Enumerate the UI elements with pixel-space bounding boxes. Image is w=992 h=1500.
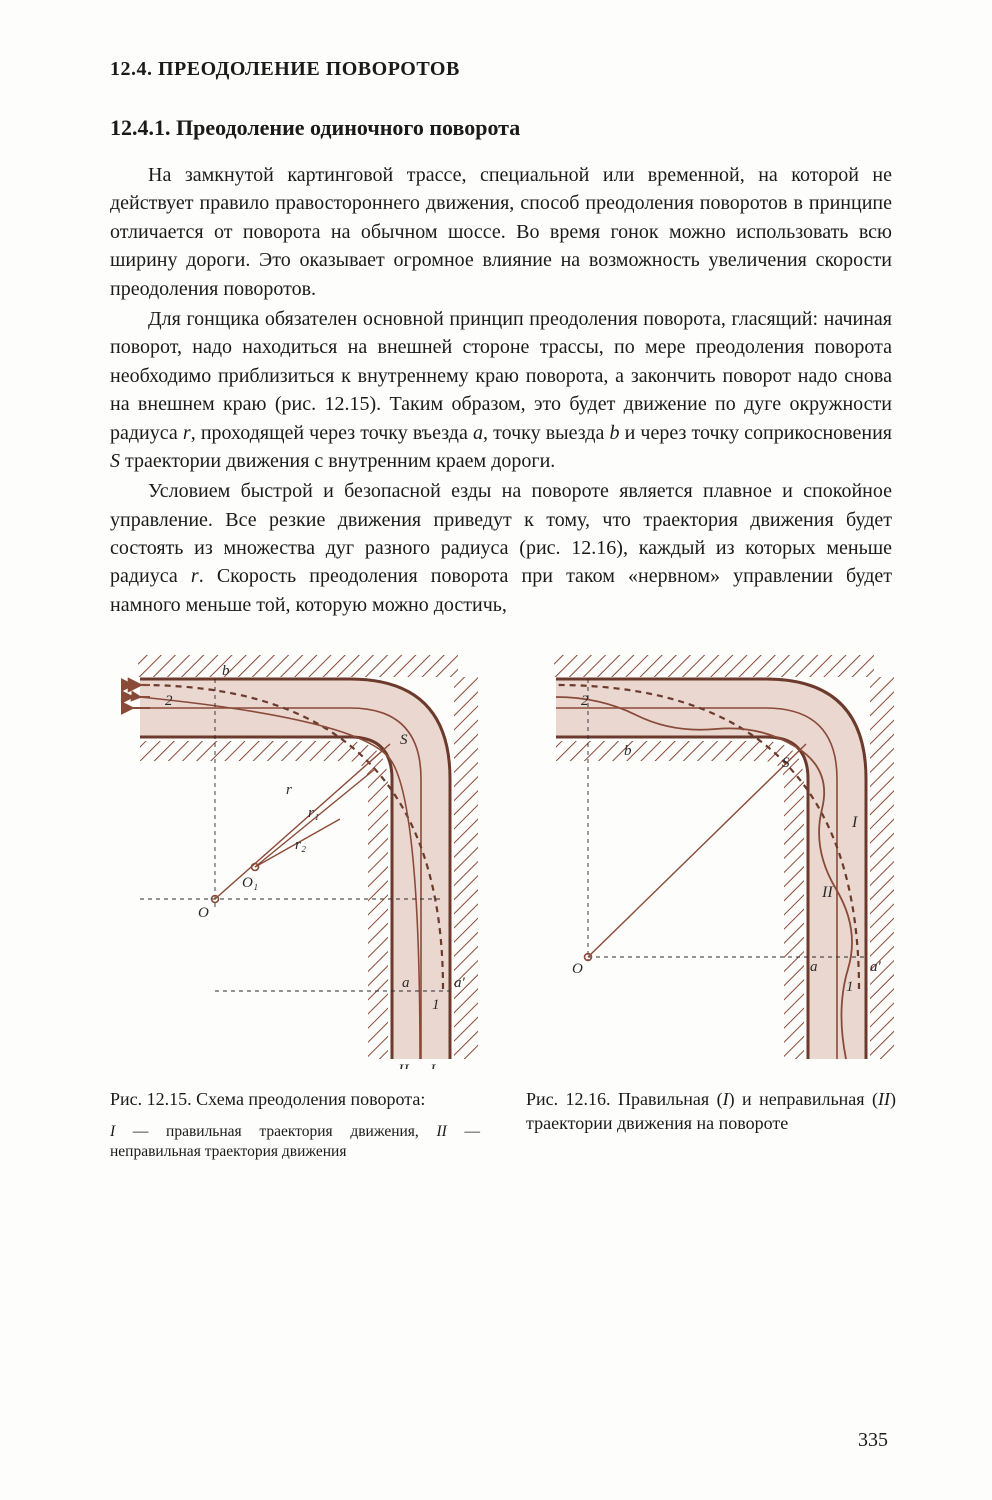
label-b-r: b: [624, 743, 632, 759]
label-r: r: [286, 782, 292, 798]
p2-r: r: [183, 422, 191, 444]
section-heading: 12.4. ПРЕОДОЛЕНИЕ ПОВОРОТОВ: [110, 58, 892, 81]
figure-12-15: O O₁ r r₁ r₂ S b 2 a a′: [110, 649, 480, 1074]
label-I-r: I: [851, 814, 858, 831]
paragraph-1: На замкнутой картинговой трассе, специал…: [110, 161, 892, 303]
sub-txt-b: — правильная траектория движе­ния,: [115, 1123, 436, 1140]
p3-text-b: . Скорость преодоления поворота при тако…: [110, 565, 892, 615]
figure-left-column: O O₁ r r₁ r₂ S b 2 a a′: [110, 649, 480, 1162]
label-S-r: S: [782, 755, 790, 771]
label-O-r: O: [572, 961, 583, 977]
label-S: S: [400, 732, 408, 748]
p2-text-d: и через точку соприкоснове­ния: [619, 422, 892, 444]
p2-a: a: [473, 422, 483, 444]
p2-text-e: траектории движения с внутренним краем д…: [120, 450, 555, 472]
label-2: 2: [165, 693, 173, 709]
label-r1: r₁: [308, 805, 319, 821]
p2-b: b: [609, 422, 619, 444]
label-aprime-r: a′: [870, 959, 882, 975]
page-number: 335: [858, 1429, 888, 1452]
label-II-r: II: [821, 884, 833, 901]
label-O1: O₁: [242, 875, 258, 891]
caption-12-16: Рис. 12.16. Правильная (I) и неправильна…: [526, 1088, 896, 1135]
label-b: b: [222, 663, 230, 679]
label-a: a: [402, 975, 410, 991]
p2-text-c: , точку выезда: [483, 422, 609, 444]
figure-12-16: O 2 b S I II a a′ 1: [526, 649, 896, 1074]
cap-r-a: Рис. 12.16. Правильная (: [526, 1089, 723, 1109]
label-a-r: a: [810, 959, 818, 975]
label-2-r: 2: [581, 693, 589, 709]
label-aprime: a′: [454, 975, 466, 991]
subcaption-12-15: I — правильная траектория движе­ния, II …: [110, 1122, 480, 1162]
paragraph-2: Для гонщика обязателен основной принцип …: [110, 305, 892, 475]
label-r2: r₂: [295, 837, 306, 853]
cap-r-c: ) и неправильная (: [729, 1089, 878, 1109]
figures-row: O O₁ r r₁ r₂ S b 2 a a′: [110, 649, 892, 1162]
cap-r-d: II: [878, 1089, 890, 1109]
caption-12-15: Рис. 12.15. Схема преодоления поворота:: [110, 1088, 480, 1111]
p3-r: r: [191, 565, 199, 587]
subsection-heading: 12.4.1. Преодоление одиночного поворота: [110, 115, 892, 141]
p2-text-b: , проходящей через точку въезда: [191, 422, 473, 444]
sub-II: II: [437, 1123, 447, 1140]
label-O: O: [198, 905, 209, 921]
label-1: 1: [432, 997, 440, 1013]
p2-s: S: [110, 450, 120, 472]
figure-right-column: O 2 b S I II a a′ 1 Рис. 12.16. Правильн…: [526, 649, 896, 1162]
label-II: II: [397, 1062, 409, 1069]
label-I: I: [429, 1062, 436, 1069]
paragraph-3: Условием быстрой и безопасной езды на по…: [110, 477, 892, 619]
label-1-r: 1: [846, 979, 854, 995]
